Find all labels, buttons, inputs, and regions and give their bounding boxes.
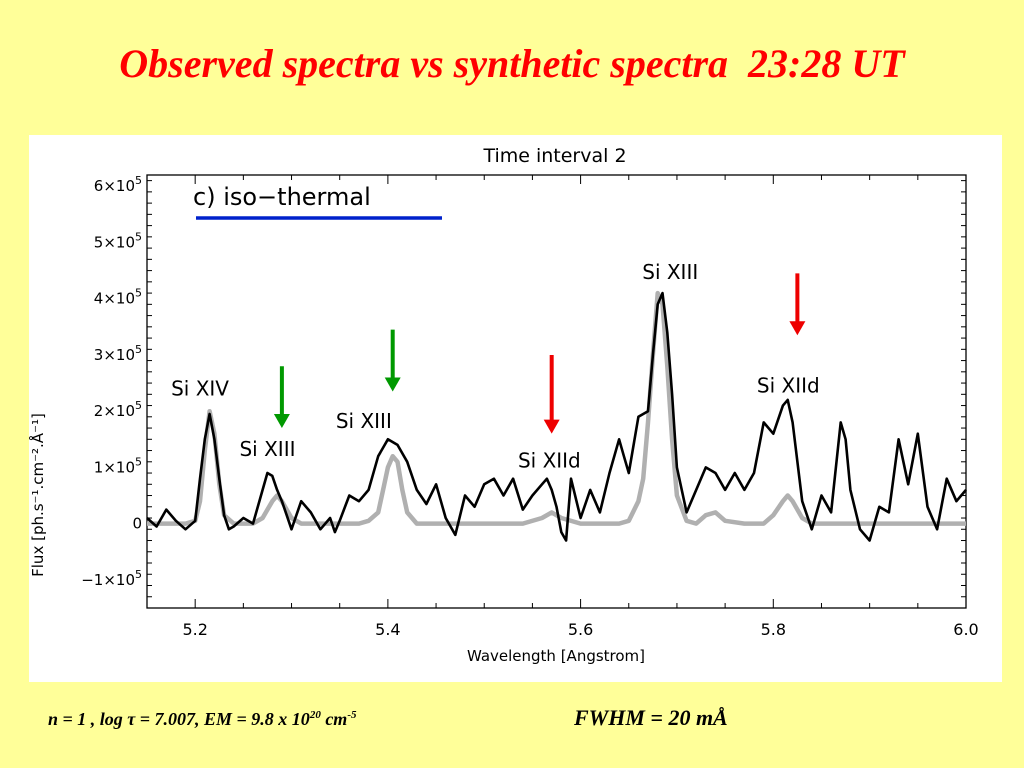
- em-text: = 7.007, EM = 9.8 x 10: [135, 709, 310, 729]
- line-annotation: Si XIId: [518, 448, 581, 472]
- line-annotation: Si XIId: [757, 374, 820, 398]
- chart-panel: Time interval 2 Flux [ph.s⁻¹.cm⁻².Å⁻¹] W…: [29, 135, 1002, 682]
- line-annotation: Si XIII: [642, 260, 698, 284]
- slide-title: Observed spectra vs synthetic spectra 23…: [119, 41, 905, 86]
- observed-spectrum-line: [146, 291, 967, 542]
- y-tick-label: 1×105: [94, 455, 142, 476]
- n-text: n = 1 , log: [48, 709, 128, 729]
- em-unit: cm: [320, 709, 348, 729]
- plot-frame: [146, 174, 967, 609]
- y-tick-label: 2×105: [94, 399, 142, 420]
- x-tick-label: 5.6: [568, 620, 593, 639]
- chart-title: Time interval 2: [482, 145, 626, 167]
- line-annotations: Si XIV Si XIII Si XIII Si XIId Si XIII Si XII…: [171, 260, 820, 472]
- y-axis-label: Flux [ph.s⁻¹.cm⁻².Å⁻¹]: [29, 413, 47, 577]
- synthetic-spectrum-line: [147, 290, 966, 526]
- green-arrow-head: [384, 377, 401, 392]
- line-annotation: Si XIII: [336, 409, 392, 433]
- panel-label: c) iso−thermal: [193, 183, 371, 211]
- arrow-markers: [273, 273, 806, 434]
- red-arrow-head: [789, 321, 806, 336]
- x-tick-label: 5.8: [761, 620, 786, 639]
- em-exponent: 20: [309, 709, 321, 721]
- footer-parameters: n = 1 , log τ = 7.007, EM = 9.8 x 1020 c…: [48, 703, 1008, 733]
- y-tick-label: 6×105: [94, 174, 142, 195]
- line-annotation: Si XIV: [171, 376, 229, 400]
- tau-symbol: τ: [127, 709, 136, 729]
- spectrum-chart: Time interval 2 Flux [ph.s⁻¹.cm⁻².Å⁻¹] W…: [29, 145, 979, 665]
- x-tick-label: 5.2: [182, 620, 207, 639]
- red-arrow-head: [543, 419, 560, 434]
- green-arrow-head: [273, 414, 290, 429]
- x-tick-label: 5.4: [375, 620, 400, 639]
- y-tick-label: −1×105: [81, 568, 142, 589]
- spectrum-series: [146, 290, 967, 542]
- em-unit-exponent: -5: [347, 709, 357, 721]
- line-annotation: Si XIII: [239, 437, 295, 461]
- axis-ticks: 5.2 5.4 5.6 5.8 6.0 −1×105 0 1×105 2×105 3×105 4×1…: [81, 174, 979, 639]
- y-tick-label: 4×105: [94, 287, 142, 308]
- y-tick-label: 5×105: [94, 230, 142, 251]
- model-parameters: n = 1 , log τ = 7.007, EM = 9.8 x 1020 c…: [48, 709, 356, 730]
- y-tick-label: 0: [132, 515, 142, 533]
- fwhm-text: FWHM = 20 mÅ: [574, 705, 728, 730]
- y-tick-label: 3×105: [94, 343, 142, 364]
- x-tick-label: 6.0: [953, 620, 978, 639]
- x-axis-label: Wavelength [Angstrom]: [467, 647, 645, 665]
